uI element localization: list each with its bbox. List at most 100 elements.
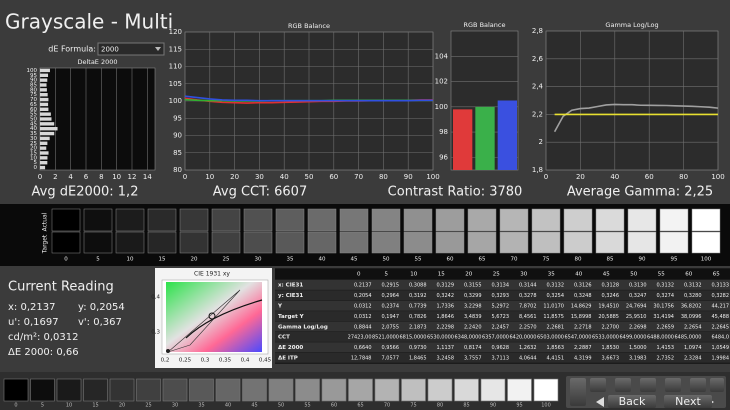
thumbnail[interactable] — [83, 378, 108, 402]
y-tick-label: 90 — [30, 78, 37, 84]
thumbnail[interactable] — [242, 378, 267, 402]
bar — [40, 117, 52, 121]
thumbnail[interactable] — [268, 378, 294, 402]
swatch-label: 5 — [96, 257, 100, 263]
x-tick-label: 10 — [112, 173, 121, 181]
table-cell: 0,3088 — [409, 283, 427, 289]
table-cell: 0,3278 — [519, 293, 537, 299]
y-tick-label: 0 — [34, 165, 38, 171]
x-tick-label: 0 — [183, 173, 187, 181]
thumbnail-label: 40 — [225, 403, 231, 409]
thumbnail[interactable] — [3, 378, 29, 402]
thumbnail[interactable] — [374, 378, 400, 402]
nav-button[interactable] — [664, 395, 712, 408]
y-tick-label: 35 — [30, 131, 37, 137]
table-row — [275, 311, 730, 321]
thumbnail[interactable] — [507, 378, 532, 402]
thumbnail[interactable] — [427, 378, 453, 402]
table-cell: 3,6673 — [602, 356, 620, 362]
table-cell: 3,1983 — [629, 356, 647, 362]
actual-swatch — [563, 208, 593, 232]
column-header: 0 — [357, 272, 361, 278]
thumbnail-label: 100 — [541, 403, 551, 409]
reading-value: y: 0,2054 — [78, 302, 125, 313]
table-cell: 6547,0000 — [564, 335, 591, 341]
cie-x-tick: 0,2 — [161, 358, 170, 364]
table-cell: 1,1137 — [437, 345, 455, 351]
table-cell: 0,3293 — [492, 293, 510, 299]
table-cell: 0,0312 — [354, 314, 372, 320]
table-cell: 1,0974 — [684, 345, 702, 351]
page-title: Grayscale - Multi — [5, 10, 173, 34]
y-tick-label: 95 — [173, 114, 182, 122]
thumbnail[interactable] — [56, 378, 82, 402]
table-cell: 8,4561 — [519, 314, 537, 320]
stop-button[interactable] — [570, 378, 586, 406]
swatch-label: 60 — [447, 257, 454, 263]
y-tick-label: 100 — [435, 103, 448, 111]
table-cell: 2,2700 — [602, 324, 620, 330]
y-tick-label: 90 — [173, 132, 182, 140]
loop-button[interactable] — [640, 378, 656, 392]
step-button[interactable] — [665, 378, 681, 392]
table-cell: 45,488 — [712, 314, 730, 320]
thumbnail[interactable] — [189, 378, 214, 402]
table-cell: 1,0549 — [712, 345, 730, 351]
actual-swatch — [403, 208, 433, 232]
thumbnail[interactable] — [30, 378, 55, 402]
target-swatch — [563, 231, 593, 254]
thumbnail[interactable] — [136, 378, 161, 402]
thumbnail[interactable] — [533, 378, 559, 402]
thumbnail[interactable] — [321, 378, 347, 402]
column-header: 20 — [465, 272, 472, 278]
target-swatch — [147, 231, 177, 254]
thumbnail[interactable] — [295, 378, 320, 402]
thumbnail[interactable] — [454, 378, 479, 402]
formula-dropdown[interactable] — [97, 42, 165, 56]
reading-value: ΔE 2000: 0,66 — [8, 347, 79, 358]
thumbnail-label: 95 — [516, 403, 522, 409]
bar — [40, 93, 48, 97]
table-cell: 2,2654 — [684, 324, 702, 330]
bar — [497, 100, 517, 170]
table-cell: 31,4194 — [653, 314, 674, 320]
thumbnail[interactable] — [401, 378, 426, 402]
swatch-label: 55 — [415, 257, 422, 263]
thumbnail[interactable] — [348, 378, 373, 402]
target-label: Target — [42, 234, 49, 254]
cie-y-tick: 0,3 — [151, 330, 160, 336]
target-swatch — [371, 231, 401, 254]
planckian-locus — [185, 299, 263, 339]
y-tick-label: 80 — [30, 87, 37, 93]
thumbnail[interactable] — [215, 378, 241, 402]
table-cell: 0,3126 — [574, 283, 592, 289]
settings-button[interactable] — [690, 378, 706, 392]
swatch-label: 45 — [351, 257, 358, 263]
table-header — [275, 269, 730, 279]
bar — [40, 136, 50, 141]
thumbnail[interactable] — [480, 378, 506, 402]
y-tick-label: 30 — [30, 136, 37, 142]
play-button[interactable] — [615, 378, 631, 392]
nav-button[interactable] — [608, 395, 656, 408]
y-tick-label: 110 — [169, 63, 182, 71]
y-tick-label: 10 — [30, 155, 37, 161]
actual-swatch — [531, 208, 561, 232]
thumbnail[interactable] — [109, 378, 135, 402]
record-button[interactable] — [590, 378, 606, 392]
thumbnail-label: 30 — [172, 403, 178, 409]
thumbnail[interactable] — [162, 378, 188, 402]
table-cell: 6420,0000 — [509, 335, 536, 341]
table-cell: 8521,0000 — [372, 335, 399, 341]
target-swatch — [499, 231, 529, 254]
table-cell: 0,6640 — [354, 345, 372, 351]
table-cell: 0,3246 — [602, 293, 620, 299]
menu-button[interactable] — [710, 378, 724, 392]
x-tick-label: 40 — [280, 173, 289, 181]
series-line — [184, 95, 433, 102]
bar — [453, 109, 473, 170]
thumbnail-label: 0 — [14, 403, 17, 409]
table-row — [275, 352, 730, 363]
table-cell: 0,3132 — [657, 283, 675, 289]
table-cell: 15,8998 — [571, 314, 592, 320]
